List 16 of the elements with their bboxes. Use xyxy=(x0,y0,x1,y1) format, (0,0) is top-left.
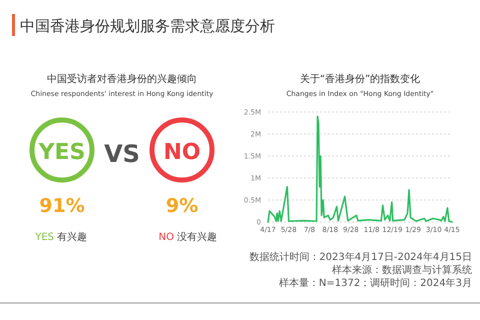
text: 没有兴趣 xyxy=(177,231,217,243)
chart-title: 关于“香港身份”的指数变化 xyxy=(300,73,420,85)
category-label: YES xyxy=(34,232,54,243)
category-label: NO xyxy=(158,232,174,243)
text: 91% xyxy=(39,195,85,217)
text: 数据统计时间：2023年4月17日-2024年4月15日 xyxy=(249,251,472,263)
text: 9% xyxy=(166,195,198,217)
text: 样本量：N=1372；调研时间：2024年3月 xyxy=(278,277,472,289)
text: 中国受访者对香港身份的兴趣倾向 xyxy=(47,73,197,85)
text: 样本来源：数据调查与计算系统 xyxy=(332,264,472,276)
text: VS xyxy=(104,140,140,168)
category-label: YES xyxy=(38,140,86,165)
category-label: NO xyxy=(163,140,201,165)
text: 中国香港身份规划服务需求意愿度分析 xyxy=(20,17,275,35)
text: 有兴趣 xyxy=(57,231,87,243)
line-series xyxy=(267,116,453,223)
